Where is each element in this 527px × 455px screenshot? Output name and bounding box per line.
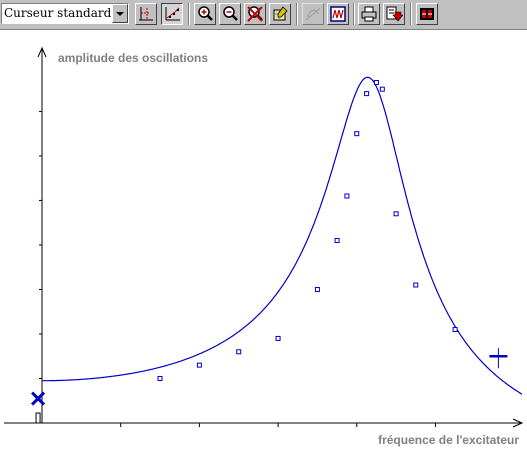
data-points — [158, 80, 457, 380]
data-point — [158, 376, 162, 380]
data-point — [414, 283, 418, 287]
data-point — [335, 239, 339, 243]
data-point — [197, 363, 201, 367]
resonance-plot[interactable]: amplitude des oscillations fréquence de … — [0, 30, 527, 455]
zoom-out-button[interactable] — [219, 3, 241, 25]
data-point — [355, 132, 359, 136]
toolbar-separator — [410, 3, 412, 25]
zoom-cancel-button[interactable] — [244, 3, 266, 25]
axes — [4, 48, 522, 427]
data-point — [380, 87, 384, 91]
data-point — [453, 328, 457, 332]
cursor-mode-value: Curseur standard — [4, 6, 111, 20]
hand-pencil-icon — [271, 5, 289, 23]
zoom-cancel-icon — [246, 5, 264, 23]
x-axis-label: fréquence de l'excitateur — [378, 433, 519, 447]
zoom-out-icon — [221, 5, 239, 23]
trace-button[interactable] — [161, 3, 183, 25]
tangent-button[interactable] — [302, 3, 324, 25]
zoom-in-icon — [196, 5, 214, 23]
cursor-icon — [36, 413, 40, 423]
export-button[interactable] — [383, 3, 405, 25]
data-point — [365, 92, 369, 96]
y-axis-label: amplitude des oscillations — [58, 51, 208, 65]
printer-icon — [360, 5, 378, 23]
zoom-in-button[interactable] — [194, 3, 216, 25]
axes-xy-button[interactable] — [135, 3, 157, 25]
oscilloscope-icon — [329, 5, 347, 23]
data-point — [276, 336, 280, 340]
film-icon — [418, 5, 436, 23]
print-button[interactable] — [358, 3, 380, 25]
fit-curve — [42, 77, 522, 394]
toolbar-separator — [188, 3, 190, 25]
axes-xy-icon — [137, 5, 155, 23]
hand-tool-button[interactable] — [269, 3, 291, 25]
chevron-down-icon[interactable] — [112, 4, 128, 23]
toolbar: Curseur standard — [0, 0, 527, 30]
toolbar-separator — [296, 3, 298, 25]
data-point — [315, 287, 319, 291]
markers — [32, 348, 507, 423]
data-point — [345, 194, 349, 198]
cursor-mode-select[interactable]: Curseur standard — [1, 3, 129, 24]
tangent-icon — [304, 5, 322, 23]
data-point — [374, 80, 378, 84]
data-point — [394, 212, 398, 216]
toolbar-separator — [353, 3, 355, 25]
data-point — [237, 350, 241, 354]
film-button[interactable] — [416, 3, 438, 25]
oscilloscope-button[interactable] — [327, 3, 349, 25]
scatter-trace-icon — [163, 5, 181, 23]
export-icon — [385, 5, 403, 23]
